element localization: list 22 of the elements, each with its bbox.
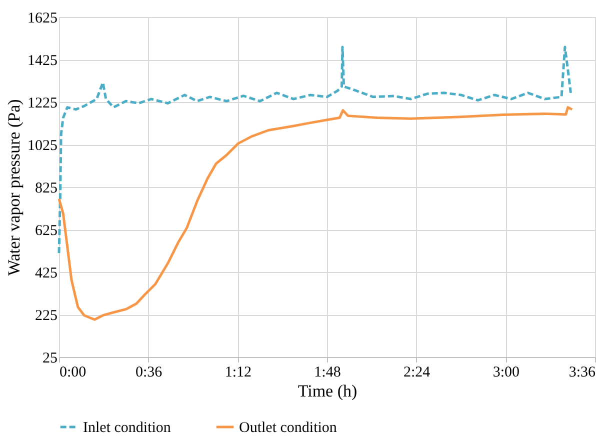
x-tick-label: 3:00	[492, 364, 520, 380]
y-tick-label: 1625	[28, 10, 58, 26]
line-series	[58, 106, 574, 321]
y-tick-label: 1425	[28, 53, 58, 69]
line-series	[58, 46, 572, 254]
x-tick-label: 1:12	[224, 364, 252, 380]
legend-label: Inlet condition	[83, 420, 172, 436]
y-tick-label: 625	[35, 223, 58, 239]
x-tick-label: 0:00	[60, 364, 86, 380]
y-tick-label: 225	[35, 308, 58, 324]
y-tick-label: 25	[42, 350, 58, 366]
y-tick-label: 1025	[28, 138, 58, 154]
legend-label: Outlet condition	[239, 420, 338, 436]
x-axis-title: Time (h)	[298, 382, 358, 400]
x-tick-label: 3:36	[568, 364, 596, 380]
y-tick-label: 425	[35, 266, 58, 282]
x-tick-label: 1:48	[314, 364, 341, 380]
y-tick-label: 1225	[28, 96, 58, 112]
y-tick-label: 825	[35, 180, 58, 196]
x-tick-label: 0:36	[135, 364, 163, 380]
x-tick-label: 2:24	[403, 364, 431, 380]
y-axis-title: Water vapor pressure (Pa)	[4, 99, 24, 276]
